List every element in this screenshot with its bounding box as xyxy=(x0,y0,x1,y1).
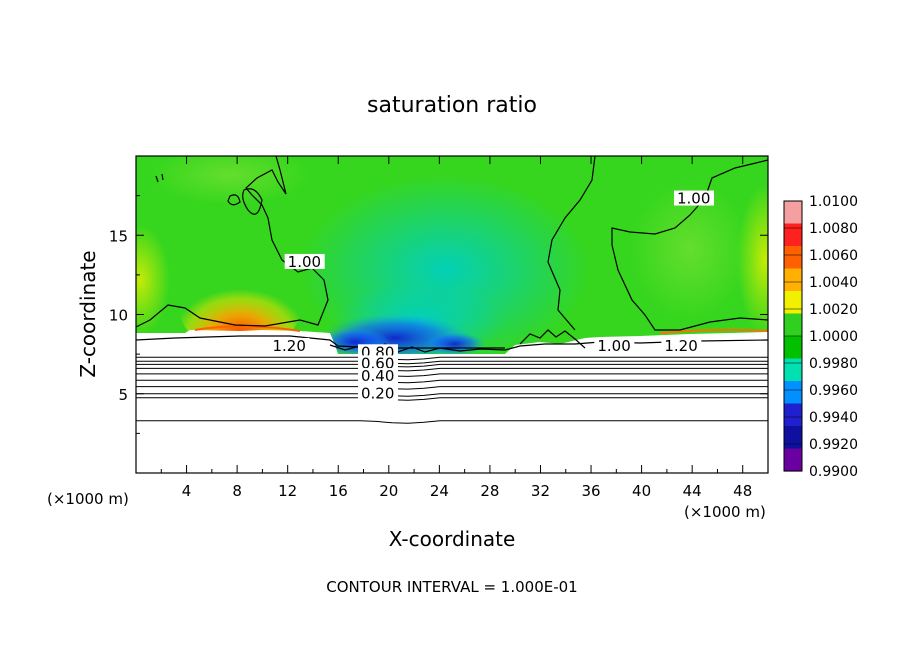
lightgreen-right xyxy=(630,180,750,320)
x-tick-label: 24 xyxy=(430,482,449,500)
colorbar-swatch xyxy=(784,426,802,450)
colorbar-label: 0.9980 xyxy=(809,356,858,372)
contour-label: 1.00 xyxy=(677,190,710,208)
y-tick-label: 15 xyxy=(109,227,128,245)
contour-label-backing xyxy=(594,337,635,353)
colorbar-label: 0.9900 xyxy=(809,464,858,480)
contour-100-island-a xyxy=(242,188,263,215)
lower-region xyxy=(136,354,768,473)
horizontal-contour-line xyxy=(136,367,768,372)
horizontal-contour-line xyxy=(136,363,768,368)
contour-label: 1.00 xyxy=(597,337,630,355)
chart-title: saturation ratio xyxy=(367,93,537,118)
colorbar-swatch xyxy=(784,358,802,382)
contour-100-left xyxy=(136,156,329,328)
colorbar-label: 0.9920 xyxy=(809,437,858,453)
x-unit-left: (×1000 m) xyxy=(47,490,129,508)
x-tick-label: 16 xyxy=(329,482,348,500)
colorbar-label: 1.0000 xyxy=(809,329,858,345)
x-tick-label: 40 xyxy=(632,482,651,500)
x-tick-label: 36 xyxy=(581,482,600,500)
x-tick-label: 44 xyxy=(683,482,702,500)
x-tick-label: 28 xyxy=(480,482,499,500)
contour-labels: 1.20 0.800.600.400.201.001.001.00 1.20 xyxy=(269,190,714,403)
contour-cloud-ragged-right xyxy=(519,329,586,349)
x-tick-label: 32 xyxy=(531,482,550,500)
contour-100-right-a xyxy=(547,156,596,331)
horizontal-contour-line xyxy=(136,360,768,365)
colorbar-swatch xyxy=(784,246,802,270)
lightgreen-top-left xyxy=(150,156,310,205)
horizontal-contour-line xyxy=(136,386,768,390)
colorbar-label: 1.0080 xyxy=(809,221,858,237)
orange-rim-right xyxy=(659,328,768,334)
colorbar-label: 1.0060 xyxy=(809,248,858,264)
contour-label-backing xyxy=(673,190,714,206)
colorbar-label: 0.9960 xyxy=(809,383,858,399)
colorbar-swatch xyxy=(784,201,802,225)
x-axis-ticks: 4 8 12 16 20 24 28 32 36 40 44 48 xyxy=(160,156,752,500)
contour-cloud-ragged xyxy=(329,343,506,353)
contour-label-backing xyxy=(357,355,398,371)
y-axis-label: Z-coordinate xyxy=(76,250,100,377)
contour-label: 0.40 xyxy=(361,367,394,385)
contour-label-backing xyxy=(661,337,702,353)
colorbar-label: 1.0100 xyxy=(809,194,858,210)
contour-label-backing xyxy=(357,368,398,384)
x-axis-label: X-coordinate xyxy=(389,527,516,551)
colorbar-swatch xyxy=(784,313,802,337)
x-tick-label: 20 xyxy=(379,482,398,500)
colorbar-label: 1.0040 xyxy=(809,275,858,291)
colorbar-label: 1.0020 xyxy=(809,302,858,318)
horizontal-contour-line xyxy=(136,420,768,424)
colorbar-swatch xyxy=(784,291,802,315)
contour-label: 0.20 xyxy=(361,385,394,403)
x-tick-label: 12 xyxy=(278,482,297,500)
x-tick-label: 48 xyxy=(733,482,752,500)
y-tick-label: 10 xyxy=(109,307,128,325)
contour-label-backing xyxy=(269,337,310,353)
horizontal-contour-line xyxy=(136,397,768,401)
horizontal-contour-line xyxy=(136,393,768,397)
contour-100-island-b xyxy=(227,194,241,206)
contour-interval-note: CONTOUR INTERVAL = 1.000E-01 xyxy=(326,578,577,596)
x-unit-right: (×1000 m) xyxy=(684,503,766,521)
contour-label: 1.20 xyxy=(273,337,306,355)
colorbar-swatch xyxy=(784,448,802,472)
y-tick-label: 5 xyxy=(118,386,128,404)
horizontal-contour-line xyxy=(136,373,768,377)
contour-label-backing xyxy=(357,385,398,401)
colorbar-label: 0.9940 xyxy=(809,410,858,426)
contour-label: 1.20 xyxy=(664,337,697,355)
contour-100-island-c xyxy=(155,173,164,183)
colorbar: 1.0100 1.0080 1.0060 1.0040 1.0020 1.0000 0.99… xyxy=(783,194,858,480)
colorbar-swatch xyxy=(784,336,802,360)
contour-label: 1.00 xyxy=(288,253,321,271)
horizontal-contours xyxy=(136,356,768,424)
orange-rim-left xyxy=(194,325,301,332)
colorbar-swatch xyxy=(784,403,802,427)
colorbar-swatch xyxy=(784,223,802,247)
colorbar-swatch xyxy=(784,268,802,292)
y-axis-ticks: 5 10 15 xyxy=(109,195,768,434)
x-tick-label: 4 xyxy=(182,482,192,500)
yellow-left-edge xyxy=(136,225,170,335)
contour-label-backing xyxy=(284,253,325,269)
horizontal-contour-line xyxy=(136,356,768,361)
blue-region-right-core xyxy=(425,332,485,356)
colorbar-swatch xyxy=(784,381,802,405)
x-tick-label: 8 xyxy=(232,482,242,500)
contour-label: 0.60 xyxy=(361,354,394,372)
horizontal-contour-line xyxy=(136,379,768,384)
